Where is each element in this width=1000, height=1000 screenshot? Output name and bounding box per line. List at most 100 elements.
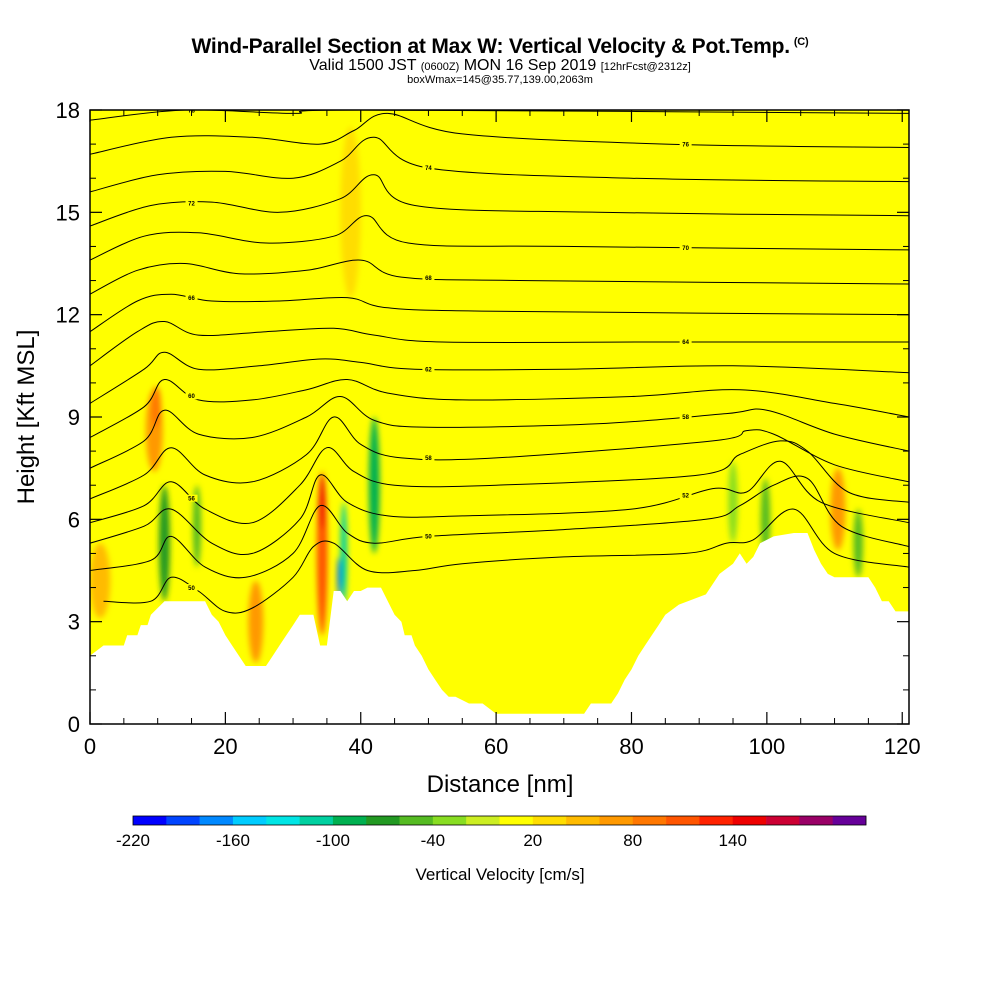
contour-label-bg — [679, 338, 692, 346]
valid-date: MON 16 Sep 2019 — [463, 57, 597, 74]
velocity-cell — [90, 543, 111, 619]
contour-label-bg — [422, 274, 435, 282]
theta-contour-line — [90, 215, 909, 261]
colorbar-segment — [499, 816, 534, 825]
valid-utc: (0600Z) — [420, 61, 460, 73]
velocity-cell — [337, 556, 341, 598]
contour-label: 50 — [425, 535, 432, 541]
contour-label-bg — [679, 140, 692, 148]
title-block: Wind-Parallel Section at Max W: Vertical… — [0, 36, 1000, 86]
theta-contour-line — [90, 351, 909, 404]
contour-label: 52 — [682, 494, 689, 500]
contour-label-bg — [422, 454, 435, 462]
contour-label: 76 — [682, 143, 689, 149]
contour-label-bg — [185, 392, 198, 400]
colorbar-segment — [399, 816, 434, 825]
contour-label: 60 — [188, 394, 195, 400]
theta-contour-line — [103, 508, 909, 614]
terrain — [90, 533, 909, 724]
x-tick-label: 120 — [884, 734, 921, 759]
chart-title: Wind-Parallel Section at Max W: Vertical… — [0, 36, 1000, 57]
velocity-cell — [159, 485, 170, 602]
colorbar-segment — [799, 816, 833, 825]
velocity-cell — [316, 471, 328, 636]
contour-label-bg — [679, 413, 692, 421]
contour-label-bg — [185, 584, 198, 592]
contour-label: 56 — [188, 496, 195, 502]
theta-contour-line — [90, 136, 909, 193]
colorbar-segment — [632, 816, 667, 825]
contour-label: 70 — [682, 246, 689, 252]
x-tick-label: 0 — [84, 734, 96, 759]
contour-label: 62 — [425, 367, 432, 373]
contour-label-bg — [185, 494, 198, 502]
velocity-cell — [340, 127, 361, 298]
theta-contour-line — [90, 174, 909, 227]
velocity-cell — [448, 614, 612, 697]
theta-contour-line — [90, 259, 909, 295]
colorbar-segment — [133, 816, 167, 825]
contour-label-bg — [679, 244, 692, 252]
contour-label: 58 — [425, 456, 432, 462]
velocity-cell — [368, 417, 380, 554]
velocity-cell — [787, 110, 815, 315]
y-tick-label: 9 — [68, 405, 80, 430]
theta-contours: 50505256585860626466687072747678 — [90, 110, 909, 614]
plot-area: 50505256585860626466687072747678 — [90, 110, 909, 724]
contour-label: 58 — [682, 415, 689, 421]
y-axis-label: Height [Kft MSL] — [13, 330, 40, 505]
colorbar-segment — [332, 816, 367, 825]
colorbar-segment — [699, 816, 734, 825]
chart-subtitle: Valid 1500 JST (0600Z) MON 16 Sep 2019 [… — [0, 58, 1000, 74]
x-tick-label: 20 — [213, 734, 237, 759]
x-tick-label: 40 — [349, 734, 373, 759]
contour-label-bg — [422, 164, 435, 172]
colorbar-segment — [166, 816, 200, 825]
x-axis-label: Distance [nm] — [427, 771, 574, 798]
colorbar-segment — [366, 816, 400, 825]
velocity-cell — [853, 509, 863, 578]
theta-contour-line — [90, 395, 909, 469]
colorbar: -220 -160 -100 -40 20 80 140 — [116, 815, 867, 850]
box-info: boxWmax=145@35.77,139.00,2063m — [407, 74, 593, 86]
x-tick-label: 80 — [619, 734, 643, 759]
velocity-cell — [830, 468, 846, 551]
y-tick-label: 0 — [68, 712, 80, 737]
contour-label: 50 — [188, 586, 195, 592]
y-tick-label: 3 — [68, 610, 80, 635]
x-tick-label: 100 — [749, 734, 786, 759]
theta-contour-line — [90, 475, 909, 579]
colorbar-tick-label: -160 — [216, 831, 250, 850]
velocity-cell — [621, 382, 642, 554]
theta-contour-line — [90, 416, 909, 500]
velocity-field — [90, 110, 863, 697]
title-main: Wind-Parallel Section at Max W: Vertical… — [191, 35, 791, 58]
y-tick-label: 6 — [68, 507, 80, 532]
forecast-info: [12hrFcst@2312z] — [600, 61, 691, 73]
contour-label-bg — [185, 294, 198, 302]
colorbar-segment — [432, 816, 467, 825]
colorbar-tick-label: 20 — [523, 831, 542, 850]
y-tick-label: 15 — [56, 200, 80, 225]
colorbar-tick-label: 80 — [623, 831, 642, 850]
colorbar-segment — [666, 816, 700, 825]
colorbar-segment — [232, 816, 267, 825]
colorbar-segment — [832, 816, 867, 825]
y-tick-label: 18 — [56, 98, 80, 123]
colorbar-segment — [266, 816, 300, 825]
colorbar-frame — [132, 815, 867, 826]
theta-contour-line — [90, 320, 909, 367]
x-tick-label: 60 — [484, 734, 508, 759]
colorbar-tick-label: -40 — [421, 831, 446, 850]
contour-label: 74 — [425, 166, 432, 172]
colorbar-segment — [199, 816, 234, 825]
colorbar-tick-label: -220 — [116, 831, 150, 850]
valid-time: Valid 1500 JST — [309, 57, 417, 74]
colorbar-segment — [566, 816, 600, 825]
velocity-cell — [728, 461, 738, 544]
contour-label-bg — [679, 491, 692, 499]
colorbar-segment — [299, 816, 334, 825]
theta-contour-line — [90, 460, 909, 556]
contour-label: 72 — [188, 201, 195, 207]
